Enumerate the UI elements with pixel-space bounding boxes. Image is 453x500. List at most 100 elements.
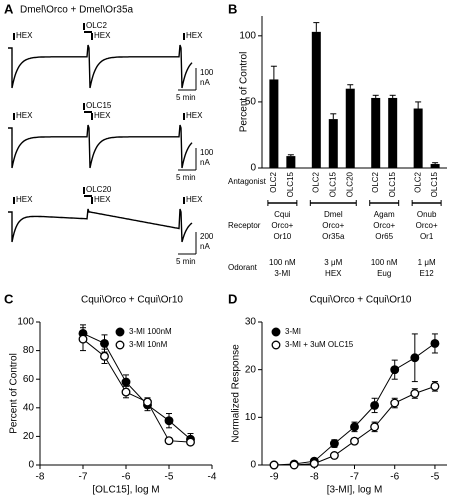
category-label: OLC15 — [430, 171, 439, 197]
stimulus-label: HEX — [94, 195, 111, 204]
data-point — [350, 436, 359, 446]
y-tick-label: 0 — [28, 460, 34, 471]
category-label: OLC2 — [413, 171, 422, 192]
scale-label: 100 — [200, 148, 214, 157]
data-point — [143, 397, 152, 407]
stimulus-label: OLC15 — [86, 101, 112, 110]
y-tick-label: 0 — [250, 163, 256, 174]
receptor-label: Or65 — [375, 232, 393, 241]
data-point — [164, 436, 174, 446]
stimulus-label: HEX — [94, 111, 111, 120]
receptor-label: Orco+ — [416, 221, 438, 230]
x-axis-label: [3-MI], log M — [327, 485, 383, 496]
odorant-label: Eug — [377, 269, 391, 278]
bar — [345, 88, 355, 168]
scale-label: 5 min — [176, 93, 196, 102]
odorant-label: HEX — [325, 269, 342, 278]
row-label: Odorant — [228, 263, 258, 272]
data-point — [430, 339, 440, 348]
receptor-label: Or10 — [273, 232, 291, 241]
data-point — [100, 351, 109, 361]
odorant-label: 100 nM — [371, 258, 398, 267]
stimulus-label: HEX — [186, 111, 203, 120]
x-tick-label: -6 — [390, 472, 399, 483]
receptor-label: Orco+ — [271, 221, 293, 230]
y-tick-label: 50 — [245, 97, 257, 108]
y-tick-label: 40 — [23, 402, 35, 413]
bar — [286, 156, 296, 168]
stimulus-label: HEX — [16, 31, 33, 40]
stimulus-label: HEX — [16, 111, 33, 120]
data-point — [121, 377, 131, 387]
legend-marker — [115, 327, 125, 337]
y-tick-label: 100 — [239, 30, 256, 41]
odorant-label: 1 μM — [418, 258, 436, 267]
x-tick-label: -9 — [270, 472, 279, 483]
scale-label: nA — [200, 242, 210, 251]
legend-label: 3-MI + 3uM OLC15 — [285, 340, 354, 349]
panel-label: A — [4, 1, 14, 16]
data-point — [410, 389, 420, 398]
data-point — [430, 381, 440, 391]
data-point — [100, 339, 109, 348]
scale-label: 100 — [200, 68, 214, 77]
bar — [328, 119, 338, 168]
x-axis-label: [OLC15], log M — [92, 485, 159, 496]
data-point — [121, 387, 131, 397]
category-label: OLC20 — [345, 171, 354, 197]
bar — [413, 108, 423, 168]
data-point — [269, 460, 279, 470]
y-tick-label: 0 — [250, 460, 256, 471]
receptor-label: Dmel — [324, 210, 343, 219]
x-tick-label: -5 — [165, 472, 174, 483]
receptor-label: Orco+ — [322, 221, 344, 230]
y-tick-label: 20 — [23, 431, 35, 442]
data-point — [350, 422, 359, 432]
stimulus-label: HEX — [186, 195, 203, 204]
receptor-label: Or35a — [322, 232, 345, 241]
odorant-label: 100 nM — [269, 258, 296, 267]
legend-label: 3-MI 100nM — [129, 327, 172, 336]
panel-label: D — [228, 291, 237, 306]
category-label: OLC2 — [311, 171, 320, 192]
receptor-label: Cqui — [274, 210, 291, 219]
y-tick-label: 100 — [17, 317, 34, 328]
series-line — [82, 332, 191, 440]
x-tick-label: -8 — [36, 472, 45, 483]
bar — [371, 97, 381, 168]
current-trace — [8, 44, 193, 89]
legend-label: 3-MI 10nM — [129, 340, 168, 349]
scale-label: 200 — [200, 232, 214, 241]
y-tick-label: 20 — [245, 364, 257, 375]
scale-label: nA — [200, 78, 210, 87]
category-label: OLC2 — [269, 171, 278, 192]
current-trace — [8, 208, 193, 243]
y-axis-label: Percent of Control — [239, 52, 250, 133]
y-tick-label: 60 — [23, 374, 35, 385]
bar — [311, 31, 321, 168]
category-label: OLC15 — [286, 171, 295, 197]
x-tick-label: -4 — [208, 472, 217, 483]
x-tick-label: -7 — [79, 472, 88, 483]
x-tick-label: -7 — [350, 472, 359, 483]
category-label: OLC15 — [328, 171, 337, 197]
data-point — [78, 334, 88, 344]
data-point — [309, 459, 319, 469]
x-tick-label: -8 — [310, 472, 319, 483]
stimulus-label: OLC20 — [86, 185, 112, 194]
stimulus-label: OLC2 — [86, 21, 107, 30]
stimulus-label: HEX — [16, 195, 33, 204]
data-point — [410, 353, 420, 363]
row-label: Antagonist — [228, 177, 267, 186]
data-point — [164, 416, 174, 426]
y-axis-label: Normalized Response — [231, 344, 242, 443]
receptor-label: Onub — [417, 210, 437, 219]
receptor-label: Orco+ — [373, 221, 395, 230]
bar — [269, 79, 279, 168]
stimulus-label: HEX — [186, 31, 203, 40]
row-label: Receptor — [228, 221, 261, 230]
data-point — [329, 439, 339, 448]
chart-title: Cqui\Orco + Cqui\Or10 — [310, 295, 412, 306]
data-point — [370, 422, 380, 432]
legend-marker — [271, 340, 281, 350]
